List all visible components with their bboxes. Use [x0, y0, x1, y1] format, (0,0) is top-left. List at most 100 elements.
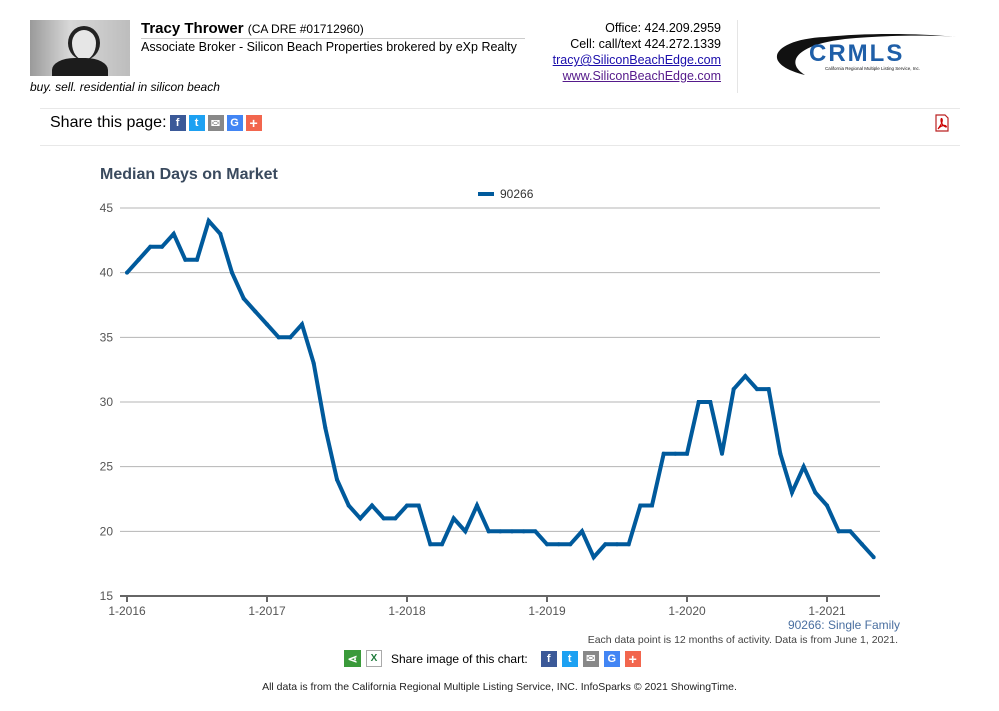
y-tick-label: 25 — [100, 460, 114, 474]
divider — [737, 20, 738, 93]
x-tick-label: 1-2020 — [668, 604, 706, 618]
data-point — [510, 529, 514, 534]
data-point — [580, 529, 584, 534]
data-point — [848, 529, 853, 534]
y-tick-label: 35 — [100, 330, 114, 344]
twitter-icon[interactable]: t — [188, 115, 205, 131]
excel-icon[interactable]: X — [366, 650, 382, 667]
data-point — [778, 451, 783, 456]
data-point — [731, 387, 736, 392]
logo-text: CRMLS — [809, 40, 904, 67]
x-tick-label: 1-2017 — [248, 604, 286, 618]
data-point — [463, 529, 468, 534]
agent-photo — [30, 20, 130, 76]
data-point — [370, 503, 374, 508]
legend-swatch — [478, 192, 494, 196]
google-icon[interactable]: G — [226, 115, 243, 131]
data-point — [230, 270, 234, 275]
pdf-icon[interactable] — [934, 114, 950, 132]
chart-title: Median Days on Market — [100, 166, 278, 183]
website-link[interactable]: www.SiliconBeachEdge.com — [562, 69, 721, 83]
data-point — [860, 542, 864, 547]
data-point — [311, 361, 316, 366]
x-tick-label: 1-2016 — [108, 604, 146, 618]
email-link[interactable]: tracy@SiliconBeachEdge.com — [552, 53, 721, 67]
data-point — [241, 296, 246, 301]
data-point — [650, 503, 654, 508]
facebook-icon[interactable]: f — [169, 115, 186, 131]
x-tick-label: 1-2021 — [808, 604, 846, 618]
data-point — [416, 503, 421, 508]
data-point — [265, 322, 269, 327]
data-point — [813, 490, 818, 495]
data-point — [171, 231, 176, 236]
share-chart: ⋖ X Share image of this chart: f t ✉ G + — [344, 650, 641, 667]
email-icon[interactable]: ✉ — [582, 650, 599, 667]
y-tick-label: 15 — [100, 589, 114, 603]
data-point — [486, 529, 491, 534]
data-point — [696, 400, 701, 404]
data-point — [206, 218, 211, 223]
data-point — [195, 257, 199, 262]
data-point — [358, 516, 363, 521]
office-phone: Office: 424.209.2959 — [605, 21, 721, 35]
divider — [40, 108, 960, 109]
logo-subtext: California Regional Multiple Listing Ser… — [825, 66, 920, 71]
data-point — [603, 542, 608, 547]
data-point — [125, 270, 129, 275]
data-point — [440, 542, 444, 547]
data-point — [148, 244, 153, 249]
data-point — [743, 374, 748, 379]
twitter-icon[interactable]: t — [561, 650, 578, 667]
x-tick-label: 1-2019 — [528, 604, 566, 618]
data-point — [346, 503, 351, 508]
data-point — [556, 542, 561, 547]
data-point — [615, 542, 619, 547]
share-icon[interactable]: ⋖ — [344, 650, 361, 667]
data-point — [568, 542, 573, 547]
google-icon[interactable]: G — [603, 650, 620, 667]
data-point — [136, 257, 141, 262]
agent-title: Associate Broker - Silicon Beach Propert… — [141, 40, 517, 54]
data-point — [661, 451, 666, 456]
share-chart-label: Share image of this chart: — [391, 651, 528, 666]
data-point — [288, 335, 293, 340]
series-line-90266 — [125, 216, 876, 561]
cell-phone: Cell: call/text 424.272.1339 — [570, 37, 721, 51]
data-point — [755, 387, 759, 392]
data-point — [253, 309, 258, 314]
contact-info: Office: 424.209.2959 Cell: call/text 424… — [553, 20, 721, 84]
data-point — [276, 335, 281, 340]
data-point — [475, 503, 479, 508]
data-point — [626, 542, 631, 547]
crmls-logo: CRMLS California Regional Multiple Listi… — [776, 34, 957, 75]
share-page: Share this page: f t ✉ G + — [50, 114, 262, 132]
email-icon[interactable]: ✉ — [207, 115, 224, 131]
data-point — [533, 529, 538, 534]
data-point — [521, 529, 526, 534]
facebook-icon[interactable]: f — [540, 650, 557, 667]
more-icon[interactable]: + — [624, 650, 641, 667]
data-point — [545, 542, 549, 547]
data-point — [766, 387, 771, 392]
data-point — [160, 244, 164, 249]
data-point — [871, 555, 876, 560]
data-point — [825, 503, 829, 508]
agent-name: Tracy Thrower (CA DRE #01712960) — [141, 20, 364, 37]
agent-license: (CA DRE #01712960) — [247, 22, 364, 36]
data-point — [673, 451, 678, 456]
legend-label: 90266 — [500, 187, 534, 201]
data-point — [720, 451, 724, 456]
series-note: 90266: Single Family — [787, 618, 900, 632]
y-tick-label: 20 — [100, 524, 114, 538]
chart-legend[interactable]: 90266 — [478, 187, 533, 201]
data-point — [428, 542, 433, 547]
data-note: Each data point is 12 months of activity… — [587, 634, 898, 646]
data-point — [335, 477, 339, 482]
data-point — [708, 400, 713, 404]
data-point — [300, 322, 304, 327]
divider — [40, 145, 960, 146]
data-point — [405, 503, 409, 508]
more-icon[interactable]: + — [245, 115, 262, 131]
